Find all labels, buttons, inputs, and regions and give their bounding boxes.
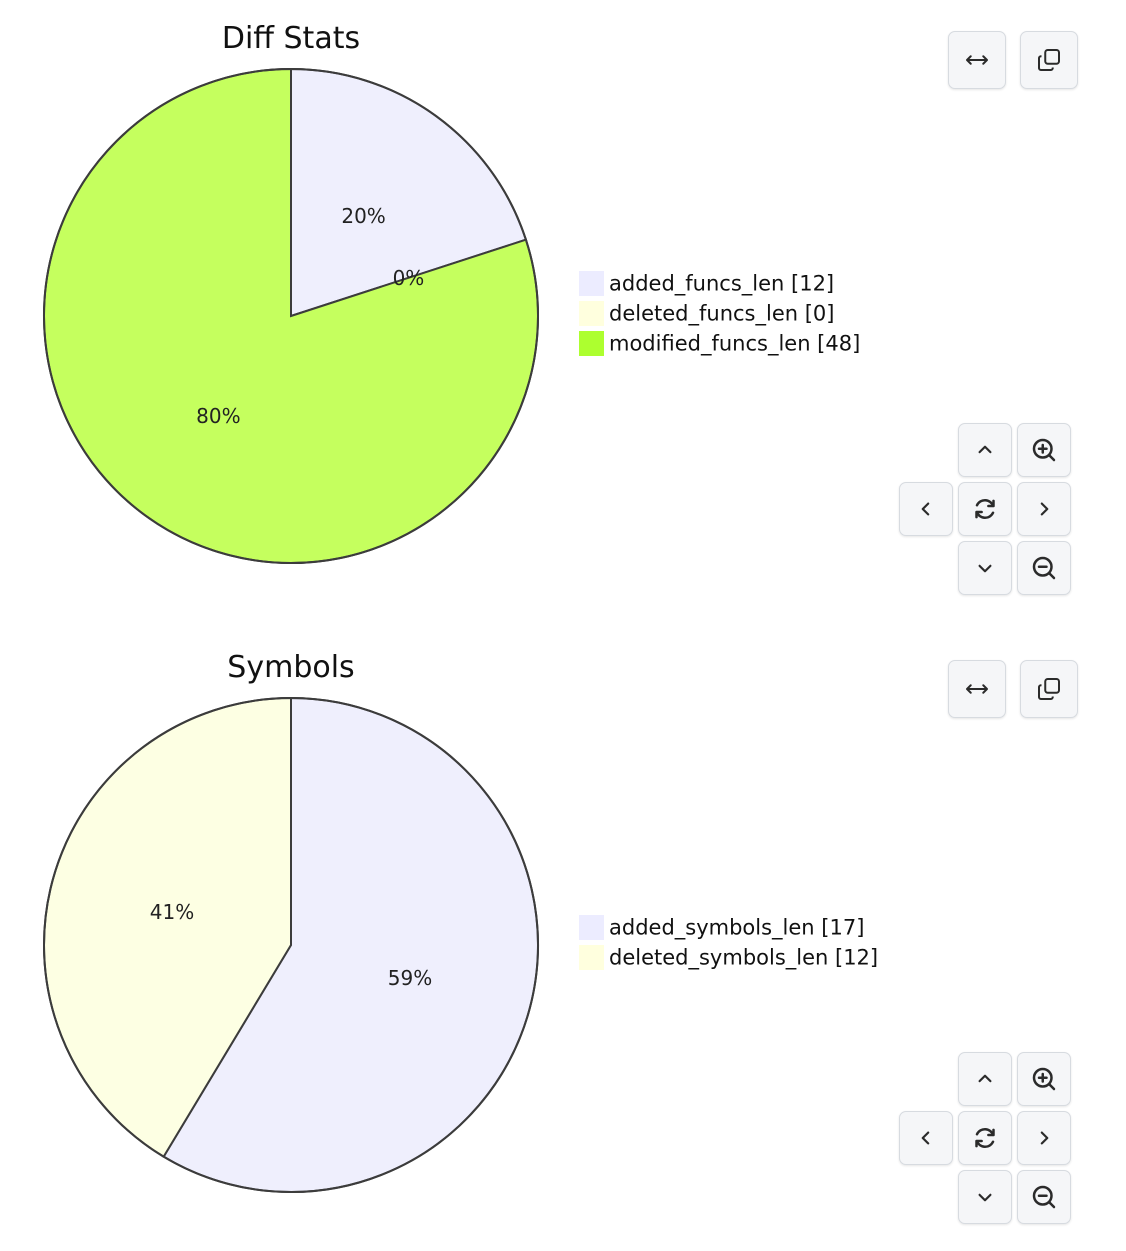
copy-icon xyxy=(1038,678,1060,700)
legend: added_funcs_len [12] deleted_funcs_len [0… xyxy=(579,271,860,357)
zoom-in-icon xyxy=(1032,1067,1056,1091)
legend-label-added-funcs-len: added_funcs_len [12] xyxy=(609,272,834,297)
pan-down-button[interactable] xyxy=(958,1170,1012,1224)
chevron-left-icon xyxy=(921,1131,930,1145)
pie-outline xyxy=(43,697,539,1193)
legend-swatch-deleted-symbols-len xyxy=(579,945,604,970)
fit-width-icon xyxy=(966,684,988,694)
reset-view-button[interactable] xyxy=(958,1111,1012,1165)
chevron-right-icon xyxy=(1040,1131,1049,1145)
slice-label-added-symbols-len: 59% xyxy=(388,966,432,990)
pie-slices xyxy=(43,67,539,564)
fit-width-button[interactable] xyxy=(948,660,1006,718)
slice-label-added-funcs-len: 20% xyxy=(341,204,385,228)
pan-down-button[interactable] xyxy=(958,541,1012,595)
slice-label-deleted-symbols-len: 41% xyxy=(150,900,194,924)
legend-label-deleted-funcs-len: deleted_funcs_len [0] xyxy=(609,302,834,327)
legend-swatch-deleted-funcs-len xyxy=(579,301,604,326)
chart-title: Diff Stats xyxy=(222,21,360,56)
legend-swatch-modified-funcs-len xyxy=(579,331,604,356)
chevron-right-icon xyxy=(1040,502,1049,516)
copy-icon xyxy=(1038,49,1060,71)
reset-icon xyxy=(975,498,995,520)
copy-button[interactable] xyxy=(1020,31,1078,89)
reset-view-button[interactable] xyxy=(958,482,1012,536)
zoom-out-button[interactable] xyxy=(1017,541,1071,595)
chevron-down-icon xyxy=(978,564,992,573)
reset-icon xyxy=(975,1127,995,1149)
slice-label-deleted-funcs-len: 0% xyxy=(393,266,425,290)
diff-stats-chart: Diff Stats 20% 0% 80% added_funcs_len [12]… xyxy=(43,21,860,564)
diff-stats-panel: Diff Stats 20% 0% 80% added_funcs_len [12]… xyxy=(0,0,1126,622)
legend-label-added-symbols-len: added_symbols_len [17] xyxy=(609,916,864,941)
pie-labels: 59% 41% xyxy=(150,900,432,990)
zoom-out-icon xyxy=(1032,1185,1056,1209)
pie-outline xyxy=(43,68,539,564)
symbols-panel: Symbols 59% 41% added_symbols_len [17] del… xyxy=(0,629,1126,1251)
legend-label-deleted-symbols-len: deleted_symbols_len [12] xyxy=(609,946,878,971)
chart-title: Symbols xyxy=(227,650,354,685)
legend-swatch-added-symbols-len xyxy=(579,915,604,940)
pan-right-button[interactable] xyxy=(1017,1111,1071,1165)
fit-width-icon xyxy=(966,55,988,65)
legend-swatch-added-funcs-len xyxy=(579,271,604,296)
zoom-out-icon xyxy=(1032,556,1056,580)
pan-up-button[interactable] xyxy=(958,423,1012,477)
zoom-out-button[interactable] xyxy=(1017,1170,1071,1224)
pie-slices xyxy=(43,696,539,1193)
pan-left-button[interactable] xyxy=(899,482,953,536)
chevron-up-icon xyxy=(978,1074,992,1083)
copy-button[interactable] xyxy=(1020,660,1078,718)
fit-width-button[interactable] xyxy=(948,31,1006,89)
pan-up-button[interactable] xyxy=(958,1052,1012,1106)
pie-labels: 20% 0% 80% xyxy=(196,204,424,428)
pan-left-button[interactable] xyxy=(899,1111,953,1165)
zoom-in-icon xyxy=(1032,438,1056,462)
chevron-left-icon xyxy=(921,502,930,516)
chevron-down-icon xyxy=(978,1193,992,1202)
slice-label-modified-funcs-len: 80% xyxy=(196,404,240,428)
chevron-up-icon xyxy=(978,445,992,454)
zoom-in-button[interactable] xyxy=(1017,1052,1071,1106)
symbols-chart: Symbols 59% 41% added_symbols_len [17] del… xyxy=(43,650,878,1193)
legend-label-modified-funcs-len: modified_funcs_len [48] xyxy=(609,332,860,357)
pan-right-button[interactable] xyxy=(1017,482,1071,536)
zoom-in-button[interactable] xyxy=(1017,423,1071,477)
legend: added_symbols_len [17] deleted_symbols_le… xyxy=(579,915,878,971)
